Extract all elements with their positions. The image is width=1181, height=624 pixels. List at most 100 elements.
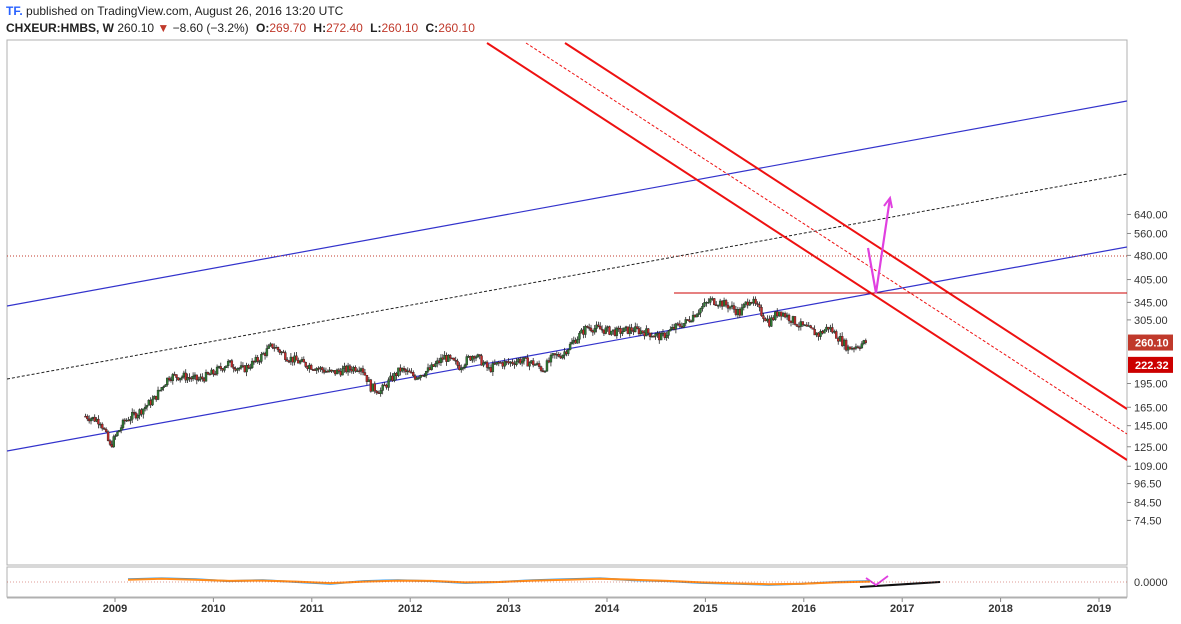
candlestick-series[interactable] <box>84 296 867 448</box>
candle-body <box>250 360 254 368</box>
upper-red-trendline[interactable] <box>564 42 1127 410</box>
candle-body <box>284 352 287 361</box>
candle-body <box>801 321 805 326</box>
candle-body <box>766 318 769 322</box>
candle-body <box>480 355 483 366</box>
candle-body <box>156 389 160 400</box>
candle-body <box>118 430 121 433</box>
candle-body <box>608 326 611 335</box>
candle-body <box>787 314 791 322</box>
candle-body <box>682 323 685 328</box>
candle-body <box>317 368 320 370</box>
mid-red-dashed-trendline[interactable] <box>525 42 1127 435</box>
candle-body <box>537 363 541 367</box>
candle-body <box>597 324 600 327</box>
candle-body <box>709 298 712 303</box>
candle-body <box>833 331 836 333</box>
oscillator-trendline[interactable] <box>859 581 941 588</box>
candle-body <box>772 317 775 320</box>
candle-body <box>557 354 560 357</box>
candle-body <box>595 324 598 329</box>
x-tick-label: 2015 <box>693 603 717 615</box>
published-text: published on TradingView.com, August 26,… <box>26 4 344 18</box>
candle-body <box>654 333 657 337</box>
candle-body <box>402 368 406 370</box>
candle-body <box>495 362 498 365</box>
candle-body <box>715 304 718 306</box>
candle-body <box>503 361 506 367</box>
candle-body <box>584 326 587 335</box>
oscillator-series[interactable] <box>7 575 1127 588</box>
lower-red-trendline[interactable] <box>486 42 1127 461</box>
candle-body <box>647 328 650 334</box>
lower-blue-trendline[interactable] <box>7 246 1127 452</box>
candle-body <box>447 354 450 362</box>
price-tag-label: 222.32 <box>1135 360 1169 372</box>
y-tick-label: 640.00 <box>1134 209 1168 221</box>
candle-body <box>619 328 622 334</box>
candle-body <box>226 360 230 367</box>
candle-body <box>387 379 390 388</box>
upper-blue-trendline[interactable] <box>7 100 1127 307</box>
candle-body <box>665 335 668 338</box>
candle-body <box>809 325 812 328</box>
candle-body <box>621 331 624 334</box>
tradingview-logo[interactable]: TF. <box>6 4 23 18</box>
candle-body <box>106 431 110 441</box>
candle-body <box>680 326 683 328</box>
candle-body <box>379 390 382 394</box>
candle-body <box>659 332 663 341</box>
candle-body <box>321 367 324 371</box>
main-pane[interactable] <box>6 39 1128 566</box>
candle-body <box>589 327 593 331</box>
candle-body <box>578 332 581 340</box>
x-tick-label: 2011 <box>300 603 324 615</box>
time-axis[interactable]: 2009 2010 2011 2012 2013 2014 2015 2016 2017 2018… <box>103 598 1111 615</box>
candle-body <box>204 372 208 382</box>
candle-body <box>856 346 860 348</box>
candle-body <box>724 300 728 306</box>
candle-body <box>711 298 714 300</box>
candle-body <box>862 340 866 344</box>
y-tick-label: 165.00 <box>1134 402 1168 414</box>
price-axis[interactable]: 640.00 560.00 480.00 405.00 345.00 305.00 195.… <box>1127 209 1173 589</box>
candle-body <box>408 370 411 373</box>
candle-body <box>298 361 302 364</box>
candle-body <box>497 362 500 364</box>
y-tick-label: 109.00 <box>1134 461 1168 473</box>
candle-body <box>768 318 771 327</box>
x-tick-label: 2012 <box>398 603 422 615</box>
y-tick-label: 560.00 <box>1134 228 1168 240</box>
candle-body <box>404 369 408 372</box>
candle-body <box>491 363 495 372</box>
candle-body <box>604 327 607 334</box>
candle-body <box>669 329 672 332</box>
candle-body <box>813 328 816 336</box>
candle-body <box>166 377 169 386</box>
candle-body <box>559 356 562 359</box>
trendline-drawings[interactable] <box>7 42 1127 461</box>
candle-body <box>375 390 378 393</box>
candle-body <box>162 386 165 388</box>
candle-body <box>286 359 289 362</box>
candle-body <box>160 387 163 391</box>
publisher-line: TF. published on TradingView.com, August… <box>6 4 343 18</box>
symbol-name[interactable]: CHXEUR:HMBS, W <box>6 21 114 35</box>
x-tick-label: 2018 <box>988 603 1012 615</box>
candle-body <box>599 326 602 330</box>
candle-body <box>501 362 504 367</box>
candle-body <box>676 323 680 325</box>
candle-body <box>615 327 619 336</box>
candle-body <box>819 331 822 337</box>
candle-body <box>842 339 846 346</box>
candle-body <box>522 357 526 362</box>
candle-body <box>835 331 838 339</box>
candle-body <box>807 325 810 327</box>
mid-dotted-trendline[interactable] <box>7 173 1127 380</box>
candle-body <box>791 316 795 323</box>
candle-body <box>756 303 759 305</box>
candle-body <box>142 408 145 415</box>
projection-path[interactable] <box>866 195 893 294</box>
candle-body <box>760 307 763 316</box>
